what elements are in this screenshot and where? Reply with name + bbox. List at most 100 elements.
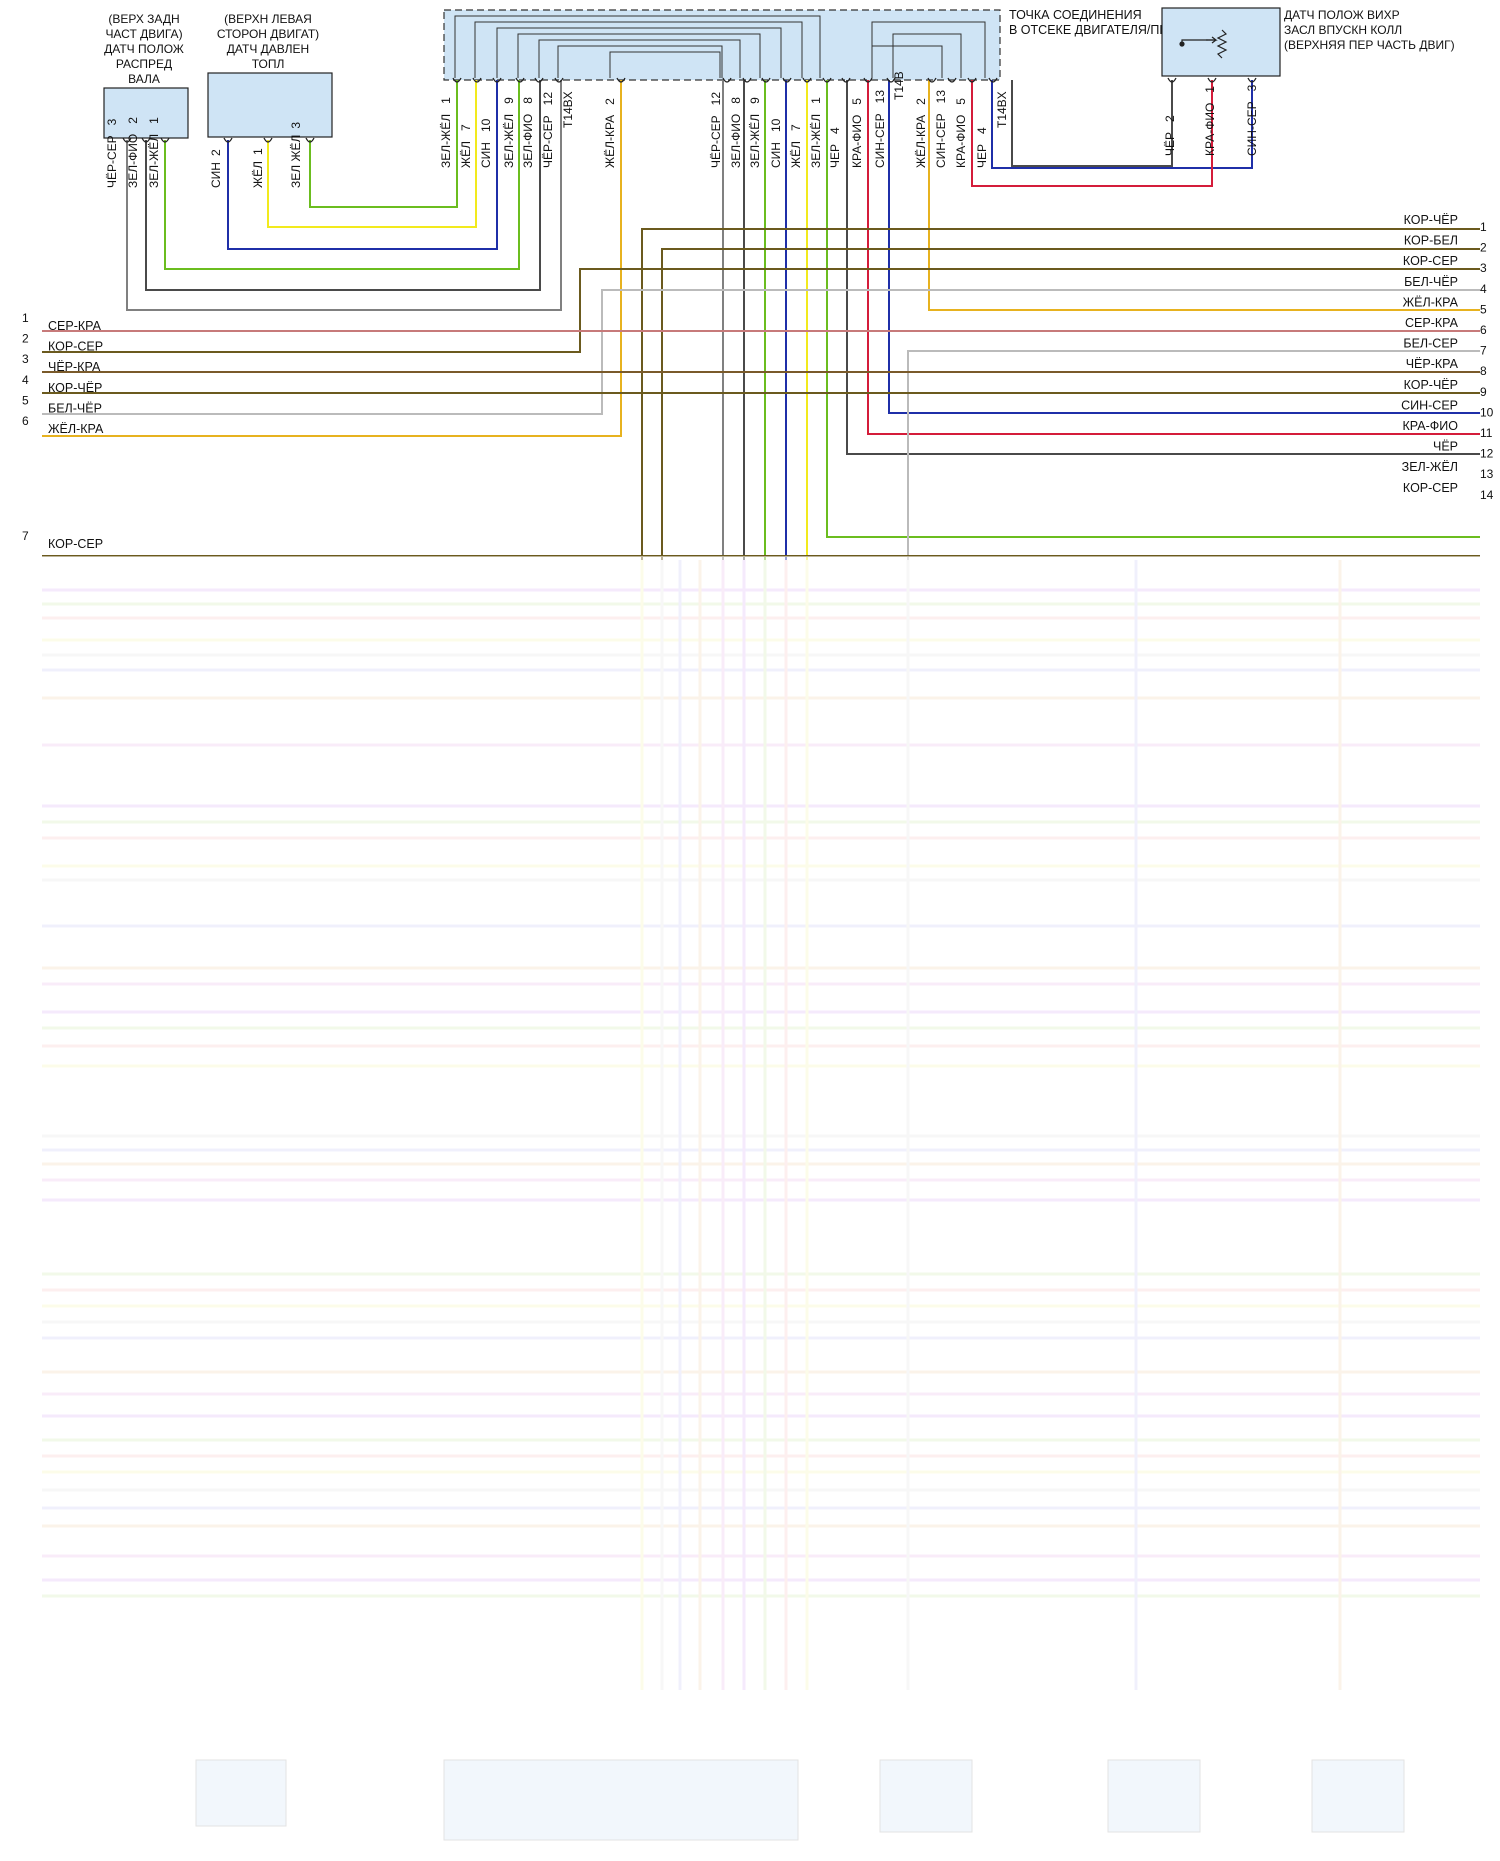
junction-pin-terminal (802, 77, 812, 83)
harness-labels-layer: КОР-ЧЁР 1 КОР-БЕЛ 2 КОР-СЕР 3 БЕЛ-ЧЁР 4 ЖЁЛ-КРА 5… (22, 213, 1494, 551)
junction-pin-terminal (841, 77, 851, 83)
harness-left-pin-number: 1 (22, 311, 29, 325)
fuel-pin-2-label: СИН2 (209, 149, 223, 188)
junction-point-component: ТОЧКА СОЕДИНЕНИЯ В ОТСЕКЕ ДВИГАТЕЛЯ/ПРИВ… (443, 8, 1212, 81)
wire-kra-fio-swirl (971, 80, 1213, 187)
junction-pin-label: ЗЕЛ-ЖЁЛ9 (502, 97, 516, 168)
junction-pin-terminal (616, 77, 626, 83)
potentiometer-icon (1179, 29, 1228, 59)
junction-pin-label: КРА-ФИО5 (954, 98, 968, 168)
cam-sensor-component: (ВЕРХ ЗАДН ЧАСТ ДВИГА) ДАТЧ ПОЛОЖ РАСПРЕ… (103, 12, 189, 139)
harness-right-wire-label: КОР-ЧЁР (1404, 378, 1458, 392)
cam-sensor-title-3: ДАТЧ ПОЛОЖ (104, 42, 184, 56)
wire-jel-kra-right5 (928, 80, 1480, 311)
harness-right-wire-label: ЧЁР-КРА (1406, 357, 1459, 371)
swirl-pin-2-label: ЧЁР2 (1163, 115, 1177, 156)
fuel-sensor-title-4: ТОПЛ (252, 57, 285, 71)
swirl-sensor-title-3: (ВЕРХНЯЯ ПЕР ЧАСТЬ ДВИГ) (1284, 38, 1455, 52)
wire-cam-3 (126, 80, 562, 311)
wire-fuel-3 (309, 80, 458, 208)
swirl-flap-sensor-component: ДАТЧ ПОЛОЖ ВИХР ЗАСЛ ВПУСКН КОЛЛ (ВЕРХНЯ… (1161, 7, 1455, 77)
junction-pin-label: СИН-СЕР13 (873, 90, 887, 168)
harness-right-pin-number: 4 (1480, 282, 1487, 296)
junction-title-2: В ОТСЕКЕ ДВИГАТЕЛЯ/ПРИВОДА (1009, 23, 1212, 37)
cam-sensor-title-1: (ВЕРХ ЗАДН (108, 12, 179, 26)
harness-left-pin-number: 2 (22, 332, 29, 346)
junction-pin-label: ЗЕЛ-ЖЁЛ9 (748, 97, 762, 168)
junction-pin-terminal (515, 77, 525, 83)
wire-fuel-2 (227, 80, 498, 250)
harness-left-pin-number: 7 (22, 529, 29, 543)
fuel-sensor-title-3: ДАТЧ ДАВЛЕН (227, 42, 309, 56)
junction-pin-label: ЖЁЛ7 (459, 124, 473, 168)
junction-pin-label: СИН-СЕР13 (934, 90, 948, 168)
harness-left-pin-number: 6 (22, 414, 29, 428)
harness-left-wire-label: ЧЁР-КРА (48, 360, 101, 374)
fuel-pin-1-label: ЖЁЛ1 (251, 148, 265, 188)
wire-fuel-1 (267, 80, 477, 228)
fuel-pin-terminal (263, 137, 273, 143)
harness-right-wire-label: КОР-СЕР (1403, 254, 1458, 268)
swirl-pin-terminal (1167, 77, 1177, 83)
wire-kor-ser-3 (42, 268, 1480, 353)
wire-cam-1 (164, 80, 520, 270)
harness-left-pin-number: 4 (22, 373, 29, 387)
cam-sensor-box (103, 87, 189, 139)
junction-pin-terminal (761, 77, 771, 83)
wire-zel-jel-right13 (826, 80, 1480, 538)
harness-right-wire-label: КРА-ФИО (1403, 419, 1459, 433)
junction-pin-terminal (822, 77, 832, 83)
harness-left-pin-number: 3 (22, 352, 29, 366)
wire-cher-right12 (846, 80, 1480, 455)
wire-sin-ser-right10 (888, 80, 1480, 414)
junction-pin-label: ЗЕЛ-ФИО8 (729, 97, 743, 168)
terminals-layer (122, 77, 1257, 143)
harness-right-pin-number: 13 (1480, 467, 1494, 481)
harness-left-wire-label: БЕЛ-ЧЁР (48, 401, 102, 415)
junction-pin-label: ЗЕЛ-ФИО8 (521, 97, 535, 168)
wire-bel-ser-7 (907, 350, 1480, 560)
cam-pin-2-label: ЗЕЛ-ФИО2 (126, 117, 140, 188)
harness-right-wire-label: СЕР-КРА (1405, 316, 1459, 330)
wire-kor-bel-2 (661, 248, 1480, 560)
faint-component-box (879, 1759, 973, 1833)
junction-pin-terminal (534, 77, 544, 83)
cam-sensor-title-5: ВАЛА (128, 72, 160, 86)
junction-pin-label: ЧЕР4 (828, 127, 842, 168)
cam-sensor-title-4: РАСПРЕД (116, 57, 172, 71)
junction-pin-label: ЧЁР-СЕР12 (541, 92, 555, 168)
junction-pin-terminal (492, 77, 502, 83)
swirl-pin-1-label: КРА-ФИО1 (1203, 86, 1217, 156)
faint-component-box (1107, 1759, 1201, 1833)
fuel-pin-3-label: ЗЕЛ ЖЁЛ3 (289, 122, 303, 188)
junction-pin-label: СИН10 (769, 118, 783, 168)
junction-pin-terminal (722, 77, 732, 83)
junction-pin-label: ЖЁЛ-КРА2 (914, 98, 928, 168)
connector-t14bx-label-right: T14BX (995, 91, 1009, 128)
fuel-pin-terminal (223, 137, 233, 143)
connector-t14b-label: T14B (892, 71, 906, 100)
harness-left-wire-label: КОР-ЧЁР (48, 381, 102, 395)
harness-right-wire-label: БЕЛ-ЧЁР (1404, 275, 1458, 289)
cam-pin-terminal (141, 137, 151, 143)
harness-right-wire-label: БЕЛ-СЕР (1403, 337, 1458, 351)
harness-right-wire-label: КОР-СЕР (1403, 481, 1458, 495)
harness-left-wire-label: ЖЁЛ-КРА (48, 422, 104, 436)
cam-pin-1-label: ЗЕЛ-ЖЁЛ1 (147, 117, 161, 188)
junction-title-1: ТОЧКА СОЕДИНЕНИЯ (1009, 8, 1142, 22)
junction-pin-label: ЗЕЛ-ЖЁЛ1 (809, 97, 823, 168)
harness-right-wire-label: ЖЁЛ-КРА (1403, 295, 1459, 309)
harness-right-wire-label: КОР-БЕЛ (1404, 234, 1458, 248)
swirl-pin-terminal (1207, 77, 1217, 83)
junction-pin-terminal (554, 77, 564, 83)
wire-kor-cher-1 (641, 228, 1480, 560)
harness-right-pin-number: 11 (1480, 426, 1493, 440)
junction-pin-terminal (967, 77, 977, 83)
junction-pin-label: ЗЕЛ-ЖЁЛ1 (439, 97, 453, 168)
harness-right-pin-number: 1 (1480, 220, 1487, 234)
junction-pin-terminal (988, 77, 998, 83)
harness-right-wire-label: ЧЁР (1433, 440, 1458, 454)
connector-t14bx-label-left: T14BX (561, 91, 575, 128)
harness-right-wire-label: ЗЕЛ-ЖЁЛ (1402, 460, 1458, 474)
